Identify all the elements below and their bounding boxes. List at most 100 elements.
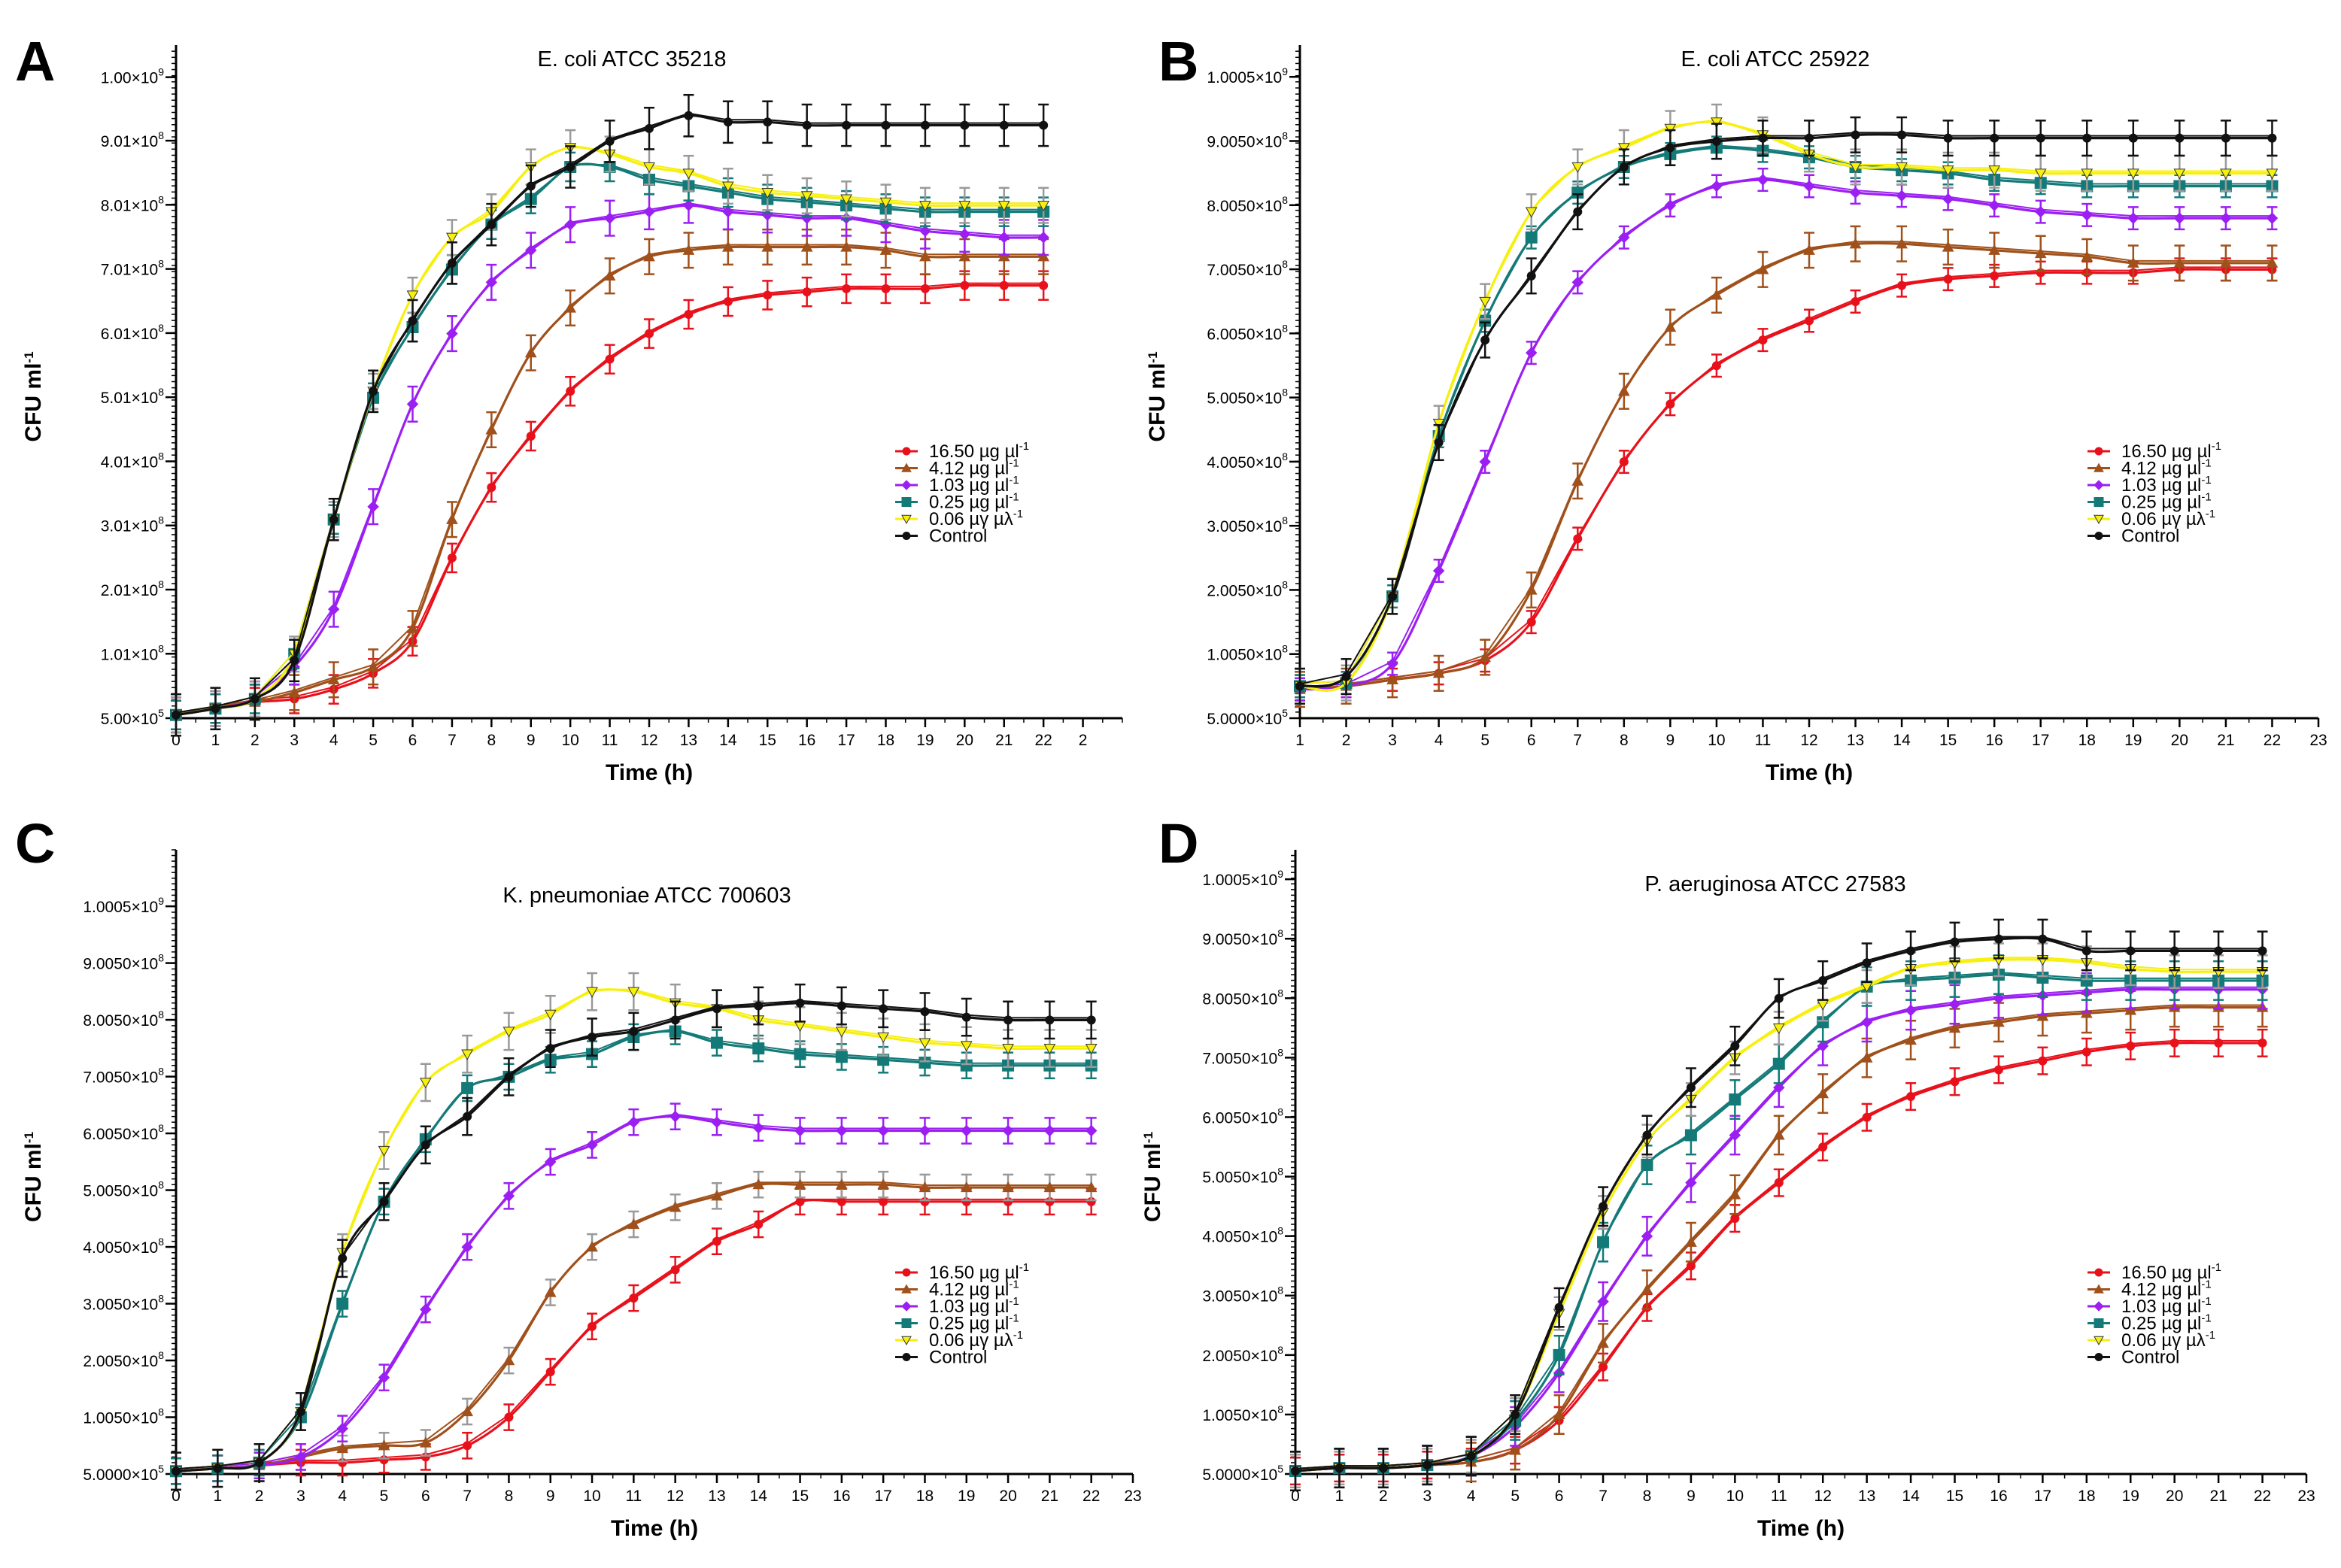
- x-tick-label: 21: [995, 732, 1013, 749]
- data-point: [1990, 133, 1999, 143]
- data-point: [836, 1027, 848, 1038]
- data-point: [1896, 238, 1908, 249]
- data-point: [997, 201, 1010, 212]
- data-point: [1571, 475, 1584, 486]
- data-point: [920, 284, 930, 293]
- data-point: [2127, 256, 2139, 268]
- y-tick-label: 2.0050×108: [1202, 1344, 1283, 1365]
- data-point: [447, 258, 457, 268]
- data-point: [1948, 998, 1961, 1011]
- x-tick-label: 17: [837, 732, 855, 749]
- data-point: [588, 1033, 597, 1042]
- data-point: [1950, 937, 1960, 947]
- x-tick-label: 11: [602, 732, 618, 749]
- x-tick-label: 3: [290, 732, 299, 749]
- legend-label: 16.50 µg µl-1: [2121, 1261, 2221, 1283]
- data-point: [879, 197, 892, 208]
- data-point: [879, 1196, 888, 1206]
- data-point: [1851, 130, 1860, 140]
- data-point: [1849, 238, 1862, 249]
- data-point: [840, 194, 852, 205]
- data-point: [603, 269, 616, 281]
- chart-title: E. coli ATCC 35218: [538, 47, 727, 71]
- data-point: [645, 329, 654, 338]
- x-axis-label: Time (h): [611, 1516, 698, 1541]
- data-point: [1039, 120, 1049, 130]
- x-tick-label: 21: [2217, 732, 2234, 749]
- data-point: [295, 1451, 307, 1463]
- data-point: [1599, 1362, 1608, 1372]
- data-point: [761, 187, 774, 199]
- data-point: [723, 117, 733, 127]
- series-fit-line: [1299, 120, 2273, 692]
- data-point: [406, 398, 419, 411]
- data-point: [1378, 1463, 1388, 1473]
- data-point: [918, 1124, 931, 1137]
- data-point: [2126, 946, 2136, 956]
- legend-marker: [901, 463, 912, 472]
- data-point: [605, 136, 615, 146]
- legend-marker: [2094, 532, 2103, 540]
- data-point: [408, 316, 417, 326]
- data-point: [1711, 289, 1723, 300]
- data-point: [1990, 271, 1999, 281]
- legend-marker: [901, 514, 912, 525]
- data-point: [670, 1265, 680, 1275]
- data-point: [2036, 1010, 2049, 1021]
- data-point: [446, 513, 458, 524]
- data-point: [998, 232, 1010, 244]
- data-point: [1988, 244, 2001, 255]
- data-point: [1479, 651, 1492, 663]
- y-tick-label: 5.00×105: [101, 707, 165, 728]
- data-point: [1862, 1112, 1872, 1122]
- y-tick-label: 1.0050×108: [83, 1406, 164, 1427]
- data-point: [712, 1236, 721, 1246]
- y-axis-label: CFU ml-1: [21, 1132, 46, 1222]
- series-16.50: [171, 270, 1049, 731]
- data-point: [1993, 1065, 2003, 1075]
- data-point: [879, 244, 892, 255]
- data-point: [2169, 946, 2179, 956]
- x-tick-label: 11: [625, 1488, 642, 1505]
- x-tick-label: 19: [916, 732, 934, 749]
- x-tick-label: 12: [666, 1488, 684, 1505]
- data-point: [1554, 1303, 1564, 1312]
- legend-label: 4.12 µg µl-1: [2121, 457, 2212, 479]
- data-point: [2266, 168, 2279, 180]
- data-point: [877, 1178, 890, 1190]
- x-tick-label: 22: [2264, 732, 2281, 749]
- data-point: [526, 431, 536, 441]
- x-tick-label: 16: [1990, 1488, 2007, 1505]
- data-point: [1665, 399, 1675, 409]
- series-fit-line: [1299, 178, 2273, 691]
- data-point: [1851, 296, 1860, 306]
- data-point: [1525, 231, 1538, 244]
- y-tick-label: 3.01×108: [101, 514, 165, 535]
- data-point: [958, 201, 971, 212]
- y-tick-label: 1.0005×109: [1207, 65, 1288, 86]
- data-point: [2266, 212, 2279, 224]
- panel-letter: B: [1158, 30, 1198, 93]
- x-tick-label: 2: [1079, 732, 1088, 749]
- y-tick-label: 4.01×108: [101, 450, 165, 471]
- legend-label: 0.06 µγ µλ-1: [2121, 508, 2215, 529]
- x-tick-label: 22: [2254, 1488, 2271, 1505]
- data-point: [1757, 174, 1769, 186]
- legend-label: 4.12 µg µl-1: [2121, 1278, 2212, 1300]
- data-point: [2038, 934, 2048, 944]
- data-point: [504, 1072, 514, 1081]
- data-point: [1479, 456, 1491, 468]
- data-point: [485, 276, 498, 289]
- data-point: [211, 704, 220, 714]
- y-tick-label: 2.01×108: [101, 578, 165, 599]
- panel-d: D P. aeruginosa ATCC 27583 5.0000×105 1.005…: [1140, 812, 2315, 1541]
- x-tick-label: 0: [1291, 1488, 1300, 1505]
- data-point: [2127, 168, 2139, 180]
- data-point: [1730, 1041, 1740, 1051]
- data-point: [420, 1303, 432, 1315]
- x-tick-label: 2: [1379, 1488, 1388, 1505]
- data-point: [1432, 418, 1445, 429]
- data-point: [378, 1439, 390, 1451]
- data-point: [1730, 1214, 1740, 1224]
- data-point: [327, 603, 340, 615]
